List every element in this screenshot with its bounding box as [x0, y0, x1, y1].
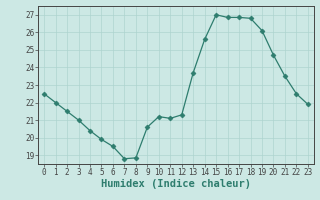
X-axis label: Humidex (Indice chaleur): Humidex (Indice chaleur)	[101, 179, 251, 189]
